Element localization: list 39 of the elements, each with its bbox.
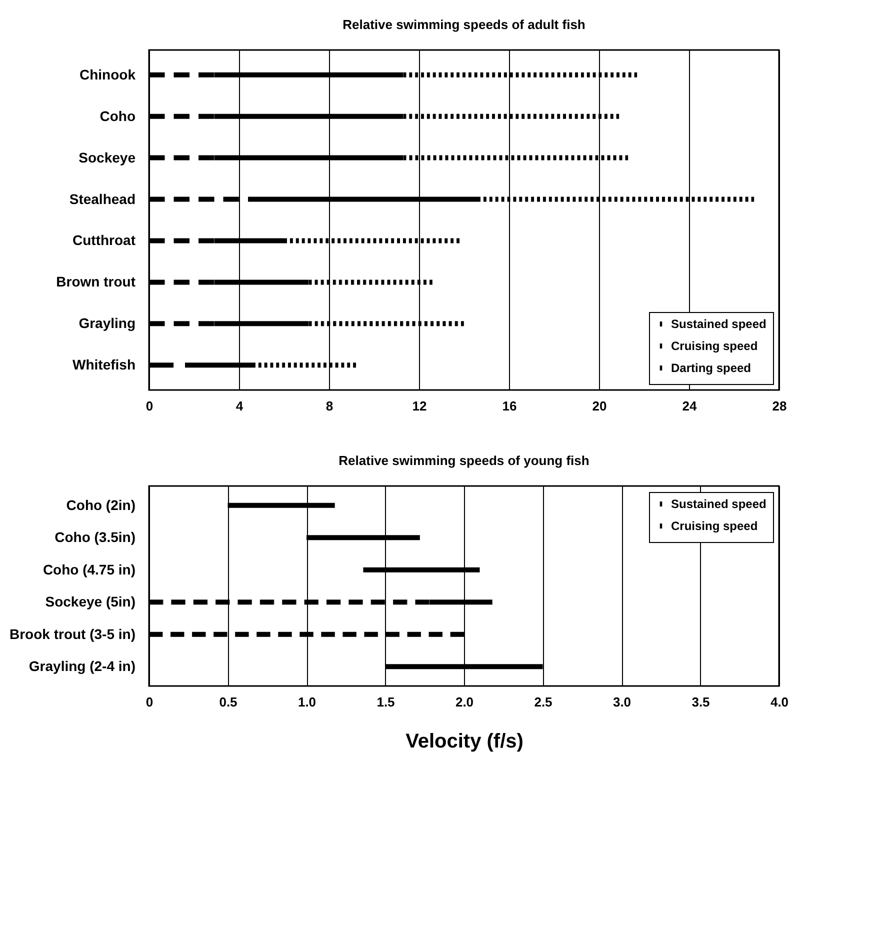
x-tick-label: 20: [592, 398, 607, 414]
y-tick-label: Sockeye (5in): [45, 594, 136, 610]
y-tick-label: Sockeye: [78, 149, 136, 166]
x-tick-label: 0: [146, 694, 154, 710]
chart-title: Relative swimming speeds of adult fish: [342, 17, 586, 32]
x-tick-label: 0: [146, 398, 154, 414]
y-tick-label: Brook trout (3-5 in): [10, 626, 136, 642]
x-tick-label: 4: [236, 398, 244, 414]
y-tick-label: Coho (2in): [66, 496, 136, 513]
x-tick-label: 2.5: [534, 694, 552, 710]
y-tick-label: Stealhead: [69, 190, 136, 207]
y-tick-label: Whitefish: [72, 356, 136, 373]
y-tick-label: Coho (3.5in): [54, 529, 136, 546]
y-tick-label: Brown trout: [56, 274, 136, 290]
legend-label: Cruising speed: [671, 339, 758, 353]
x-tick-label: 24: [682, 398, 698, 414]
x-tick-label: 16: [502, 398, 517, 414]
y-tick-label: Cutthroat: [72, 232, 136, 248]
x-tick-label: 0.5: [219, 694, 238, 710]
y-tick-label: Grayling (2-4 in): [28, 658, 136, 674]
y-tick-label: Coho (4.75 in): [42, 561, 136, 578]
legend-label: Sustained speed: [671, 317, 766, 331]
x-axis-title: Velocity (f/s): [406, 730, 524, 752]
chart-title: Relative swimming speeds of young fish: [338, 453, 590, 468]
x-tick-label: 8: [326, 398, 334, 414]
y-tick-label: Grayling: [78, 315, 136, 332]
x-tick-label: 1.0: [298, 694, 316, 710]
x-tick-label: 3.5: [692, 694, 710, 710]
legend-label: Darting speed: [671, 361, 752, 375]
legend-label: Cruising speed: [671, 519, 758, 533]
x-tick-label: 1.5: [376, 694, 395, 710]
x-tick-label: 4.0: [770, 694, 789, 710]
y-tick-label: Chinook: [80, 66, 136, 82]
x-tick-label: 28: [772, 398, 787, 414]
x-tick-label: 12: [412, 398, 427, 414]
y-tick-label: Coho: [100, 108, 136, 124]
x-tick-label: 3.0: [612, 694, 632, 710]
legend-label: Sustained speed: [671, 497, 766, 511]
x-tick-label: 2.0: [455, 694, 474, 710]
